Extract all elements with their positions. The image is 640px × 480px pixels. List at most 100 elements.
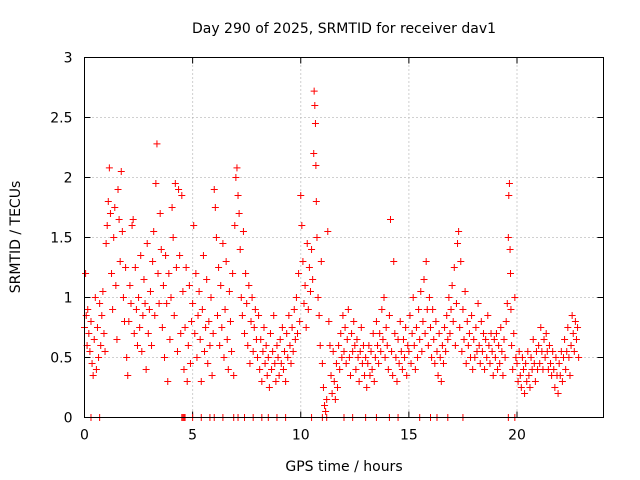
data-point [139,312,147,319]
data-point [99,288,107,295]
data-point [461,288,469,295]
data-point [287,360,295,367]
data-point [296,318,304,325]
data-point [105,164,113,172]
data-point [281,348,289,355]
data-point [184,342,192,349]
data-point [154,270,162,277]
data-point [524,348,532,355]
data-point [523,378,531,385]
data-point [406,312,414,319]
data-point [443,312,451,319]
data-point [463,318,471,325]
data-point [448,282,456,289]
data-point [405,348,413,355]
data-point [380,294,388,301]
data-point [319,384,327,391]
data-point [486,360,494,367]
data-point [306,288,314,295]
data-point [502,318,510,325]
data-point [132,306,140,313]
data-point [178,192,186,199]
data-point [458,348,466,355]
data-point [263,372,271,379]
y-axis-label: SRMTID / TECUs [8,181,24,294]
data-point [402,324,410,331]
data-point [207,294,215,301]
data-point [228,348,236,355]
data-point [194,312,202,319]
data-point [500,336,508,343]
data-point [246,360,254,367]
data-point [317,258,325,265]
data-point [526,384,534,391]
data-point [153,140,161,148]
data-point [504,234,512,241]
data-point [168,204,176,211]
data-point [575,354,583,361]
data-point [370,378,378,385]
data-point [224,366,232,373]
data-point [248,294,256,301]
x-tick-label: 20 [508,428,526,444]
data-point [298,222,306,229]
data-point [424,342,432,349]
data-point [308,246,316,253]
data-point [462,360,470,367]
data-point [329,348,337,355]
data-point [327,372,335,379]
data-point [197,378,205,385]
data-point [158,324,166,331]
data-point [196,336,204,343]
data-point [233,164,241,172]
data-point [403,372,411,379]
data-point [491,354,499,361]
data-point [312,162,320,169]
data-point [164,378,172,385]
data-point [414,354,422,361]
data-point [241,330,249,337]
data-point [185,282,193,289]
data-point [564,324,572,331]
data-point [416,336,424,343]
data-point [260,324,268,331]
data-point [568,312,576,319]
data-point [262,342,270,349]
data-point [507,270,515,277]
data-point [497,324,505,331]
data-point [348,330,356,337]
data-point [93,324,101,331]
data-point [516,372,524,379]
data-point [209,330,217,337]
data-point [272,378,280,385]
data-point [365,342,373,349]
data-point [468,312,476,319]
data-point [166,336,174,343]
data-point [367,348,375,355]
data-point [529,336,537,343]
data-point [519,366,527,373]
data-point [210,186,218,193]
data-point [408,330,416,337]
data-point [195,288,203,295]
data-point [135,294,143,301]
data-point [492,330,500,337]
data-point [244,342,252,349]
data-point [140,276,148,283]
data-point [128,222,136,229]
data-point [465,330,473,337]
data-point [201,348,209,355]
data-point [407,360,415,367]
data-point [123,354,131,361]
data-point [344,306,352,313]
data-point [464,342,472,349]
data-point [563,348,571,355]
y-tick-label: 0 [64,411,73,427]
data-point [536,360,544,367]
data-point [332,360,340,367]
data-point [556,372,564,379]
data-point [549,348,557,355]
data-point [239,228,247,235]
data-point [438,342,446,349]
data-point [103,222,111,229]
